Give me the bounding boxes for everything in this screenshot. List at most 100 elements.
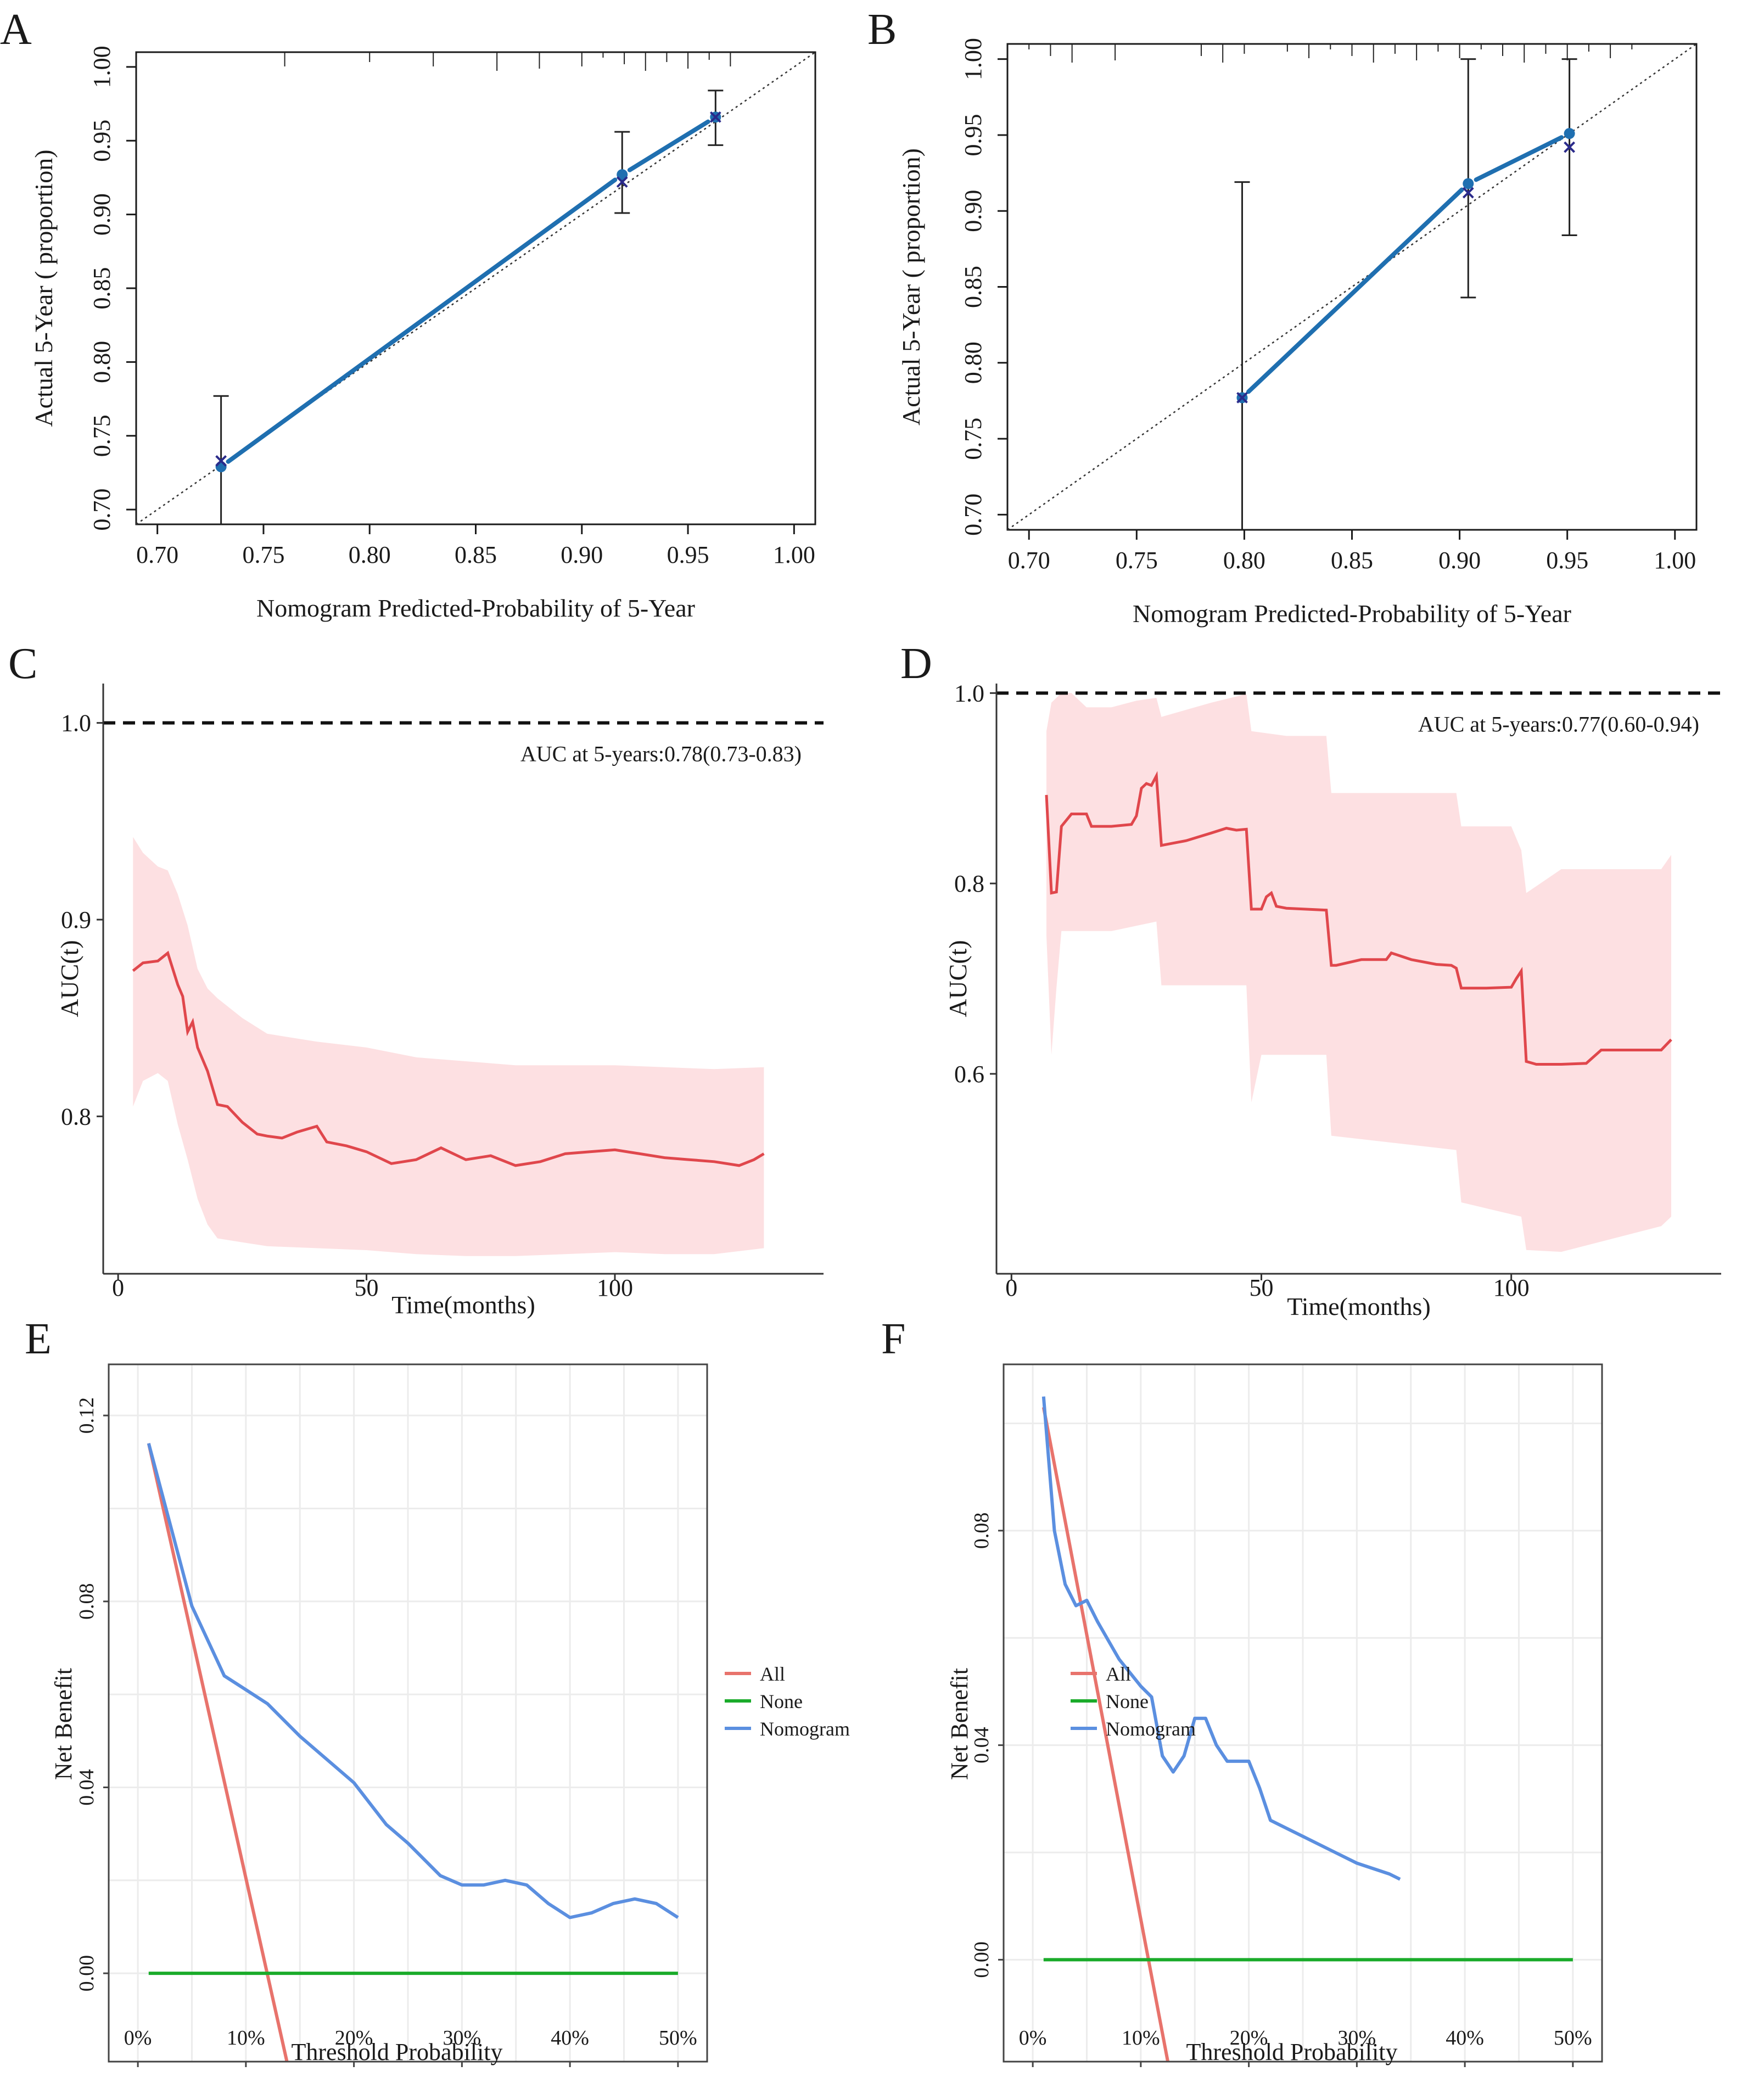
y-tick-label: 0.6	[954, 1061, 984, 1088]
bias-corrected-point	[215, 455, 227, 467]
x-tick-label: 0.90	[1438, 547, 1481, 574]
x-axis-title: Time(months)	[391, 1291, 535, 1319]
x-tick-label: 0.95	[1546, 547, 1588, 574]
y-tick-label: 0.75	[960, 418, 987, 460]
calibration-line	[226, 177, 618, 464]
x-tick-label: 1.00	[773, 541, 815, 568]
y-axis-title: Net Benefit	[50, 1668, 77, 1780]
bias-corrected-point	[616, 176, 628, 188]
legend-label-nomogram: Nomogram	[760, 1718, 850, 1740]
y-tick-label: 1.0	[61, 710, 91, 737]
x-tick-label: 40%	[551, 2026, 589, 2050]
y-tick-label: 0.85	[88, 267, 115, 310]
panel-a: A 0.70 0.75 0.80 0.85 0.90 0.95 1.00 0.70 0.75 0.8…	[0, 5, 816, 622]
x-tick-label: 1.00	[1654, 547, 1696, 574]
confidence-band	[1046, 693, 1671, 1252]
legend-label-none: None	[760, 1690, 803, 1712]
series-nomogram	[1041, 1396, 1401, 1881]
legend: All None Nomogram	[1071, 1663, 1196, 1740]
calibration-line	[1246, 187, 1464, 394]
auc-line	[132, 950, 765, 1167]
panel-label: F	[881, 1315, 906, 1363]
panel-c: C 0 50 100 0.8 0.9 1.0 AUC at 5-years:0.78(0.73…	[8, 640, 824, 1319]
y-tick-label: 0.95	[88, 120, 115, 162]
y-tick-label: 1.00	[960, 38, 987, 80]
x-tick-label: 30%	[1338, 2026, 1376, 2050]
y-tick-label: 0.08	[75, 1583, 98, 1620]
x-tick-label: 30%	[443, 2026, 481, 2050]
x-tick-label: 10%	[1122, 2026, 1160, 2050]
y-tick-label: 0.12	[75, 1397, 98, 1434]
y-tick-label: 0.70	[960, 494, 987, 536]
y-axis-title: Actual 5-Year ( proportion)	[30, 149, 58, 427]
y-tick-label: 0.00	[75, 1955, 98, 1992]
y-tick-label: 0.08	[970, 1513, 993, 1549]
x-axis-title: Threshold Probability	[292, 2039, 503, 2065]
y-axis-title: AUC(t)	[944, 940, 972, 1017]
y-tick-label: 0.04	[970, 1727, 993, 1764]
x-tick-label: 50	[355, 1274, 379, 1301]
observed-point	[1463, 178, 1474, 189]
x-tick-label: 20%	[1230, 2026, 1268, 2050]
x-axis-title: Nomogram Predicted-Probability of 5-Year	[1133, 600, 1571, 628]
bias-corrected-point	[1564, 141, 1576, 153]
x-axis-title: Time(months)	[1287, 1292, 1431, 1320]
plot-frame	[108, 1363, 708, 2063]
bias-corrected-point	[1462, 187, 1474, 199]
panel-d: D 0 50 100 0.6 0.8 1.0 AUC at 5-years:0.77(0.60…	[900, 640, 1721, 1320]
bias-corrected-point	[1236, 391, 1248, 404]
y-tick-label: 0.80	[88, 341, 115, 383]
series-all	[147, 1443, 289, 2062]
x-tick-label: 0.80	[349, 541, 391, 568]
legend-label-none: None	[1106, 1690, 1149, 1712]
x-tick-label: 10%	[227, 2026, 265, 2050]
panel-label: E	[25, 1315, 52, 1363]
x-tick-label: 0.70	[1008, 547, 1050, 574]
x-tick-label: 100	[597, 1274, 633, 1301]
legend-label-all: All	[1106, 1663, 1131, 1685]
y-tick-label: 0.8	[954, 870, 984, 897]
y-tick-label: 0.8	[61, 1103, 91, 1130]
series-all	[1041, 1407, 1170, 2062]
x-axis-title: Nomogram Predicted-Probability of 5-Year	[256, 594, 695, 622]
legend-label-nomogram: Nomogram	[1106, 1718, 1196, 1740]
y-tick-label: 0.90	[960, 190, 987, 232]
x-tick-label: 40%	[1446, 2026, 1484, 2050]
legend: All None Nomogram	[725, 1663, 850, 1740]
x-tick-label: 0%	[124, 2026, 152, 2050]
y-tick-label: 0.95	[960, 114, 987, 156]
y-tick-label: 0.04	[75, 1769, 98, 1806]
y-tick-label: 0.80	[960, 341, 987, 384]
panel-f: F 0% 10% 20% 30% 40% 50% 0.00 0.04 0.08 Threshold …	[881, 1315, 1603, 2067]
auc-line	[1045, 771, 1672, 1066]
panel-label: B	[867, 5, 897, 54]
panel-e: E 0% 10% 20% 30% 40% 50% 0.00 0.04 0.08 0.12 Thresh…	[25, 1315, 850, 2067]
y-tick-label: 0.00	[970, 1941, 993, 1978]
y-tick-label: 1.00	[88, 46, 115, 88]
x-tick-label: 0.90	[561, 541, 603, 568]
x-tick-label: 0.85	[1331, 547, 1373, 574]
y-tick-label: 0.90	[88, 193, 115, 236]
y-tick-label: 0.75	[88, 415, 115, 457]
y-axis-title: Actual 5-Year ( proportion)	[897, 148, 925, 426]
x-tick-label: 0	[112, 1274, 124, 1301]
y-axis-title: Net Benefit	[946, 1668, 973, 1780]
x-tick-label: 0.75	[242, 541, 284, 568]
calibration-line	[627, 119, 710, 172]
auc-annotation: AUC at 5-years:0.77(0.60-0.94)	[1418, 712, 1699, 736]
x-tick-label: 50%	[1554, 2026, 1592, 2050]
x-tick-label: 0%	[1019, 2026, 1047, 2050]
x-tick-label: 0	[1005, 1274, 1017, 1301]
bias-corrected-point	[709, 111, 721, 123]
legend-label-all: All	[760, 1663, 785, 1685]
y-axis-title: AUC(t)	[55, 940, 83, 1017]
x-tick-label: 20%	[335, 2026, 373, 2050]
x-tick-label: 100	[1493, 1274, 1530, 1301]
y-tick-label: 0.9	[61, 906, 91, 933]
panel-label: A	[0, 5, 32, 54]
y-tick-label: 0.70	[88, 489, 115, 531]
auc-annotation: AUC at 5-years:0.78(0.73-0.83)	[520, 742, 802, 766]
x-tick-label: 0.75	[1116, 547, 1158, 574]
panel-b: B 0.70 0.75 0.80 0.85 0.90 0.95 1.00 0.70 0.75 0.8…	[867, 5, 1698, 628]
x-tick-label: 0.70	[136, 541, 178, 568]
